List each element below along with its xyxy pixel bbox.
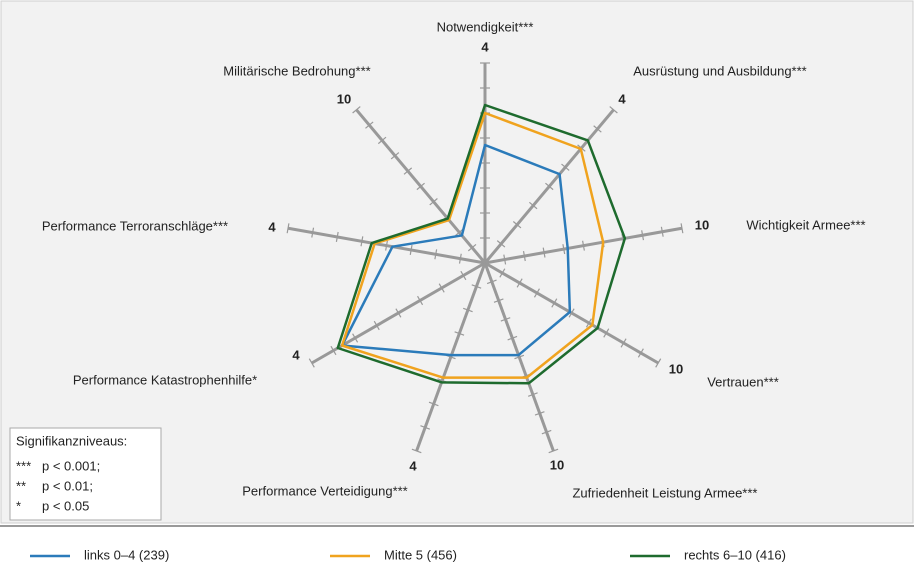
tick-mark (514, 354, 525, 360)
tick-mark (420, 425, 431, 430)
tick-mark (568, 308, 575, 318)
tick-mark (512, 221, 522, 229)
axis-max-label: 4 (292, 347, 300, 362)
tick-mark (429, 198, 438, 206)
tick-mark (516, 278, 523, 288)
tick-mark (455, 228, 464, 237)
tick-mark (403, 167, 413, 175)
tick-mark (545, 182, 554, 191)
tick-mark (562, 244, 566, 255)
tick-mark (409, 244, 413, 256)
tick-mark (680, 223, 684, 234)
axis-max-label: 10 (337, 91, 351, 106)
tick-mark (541, 429, 552, 435)
tick-mark (609, 106, 618, 114)
tick-mark (561, 163, 570, 171)
note-title: Signifikanzniveaus: (16, 433, 127, 448)
tick-mark (365, 121, 374, 129)
note-text: p < 0.01; (42, 478, 93, 493)
tick-mark (467, 244, 477, 252)
axis-label: Ausrüstung und Ausbildung*** (633, 63, 806, 78)
tick-mark (373, 320, 380, 331)
tick-mark (308, 358, 315, 368)
tick-mark (528, 201, 538, 210)
tick-mark (352, 333, 359, 343)
tick-mark (603, 328, 610, 338)
tick-mark (385, 240, 388, 251)
tick-mark (460, 270, 467, 281)
tick-mark (454, 331, 465, 336)
tick-mark (522, 251, 526, 262)
tick-mark (660, 226, 664, 237)
tick-mark (486, 279, 497, 285)
series-line (336, 103, 627, 385)
tick-mark (582, 240, 585, 251)
tick-mark (352, 106, 361, 114)
tick-mark (527, 392, 538, 397)
tick-mark (434, 249, 438, 260)
tick-mark (593, 125, 602, 133)
tick-mark (416, 182, 425, 191)
legend-label: rechts 6–10 (416) (684, 547, 786, 562)
tick-mark (311, 227, 315, 238)
tick-mark (428, 401, 439, 407)
axis-max-label: 4 (618, 91, 626, 106)
tick-mark (551, 298, 558, 308)
tick-mark (286, 223, 290, 234)
note-text: p < 0.001; (42, 458, 100, 473)
axis-label: Vertrauen*** (707, 374, 779, 389)
axis-label: Performance Terroranschläge*** (42, 218, 228, 233)
series-line (340, 143, 572, 357)
tick-mark (390, 152, 400, 160)
tick-mark (542, 247, 546, 258)
axis-label: Notwendigkeit*** (437, 19, 534, 34)
tick-mark (493, 298, 504, 303)
tick-mark (548, 448, 559, 454)
axis-label: Wichtigkeit Armee*** (746, 217, 865, 232)
tick-mark (637, 348, 644, 358)
note-stars: ** (16, 478, 26, 493)
tick-mark (499, 268, 506, 278)
tick-mark (458, 253, 462, 264)
tick-mark (471, 284, 482, 289)
tick-mark (507, 335, 518, 341)
tick-mark (655, 358, 662, 368)
axis-max-label: 10 (695, 217, 709, 232)
axis-max-label: 4 (409, 458, 417, 473)
tick-mark (641, 230, 645, 241)
tick-mark (533, 288, 540, 298)
axis-max-label: 10 (550, 457, 564, 472)
tick-mark (500, 317, 511, 322)
axis-max-label: 4 (268, 219, 276, 234)
note-stars: *** (16, 458, 31, 473)
tick-mark (462, 307, 473, 313)
tick-mark (503, 254, 507, 265)
legend-label: links 0–4 (239) (84, 547, 169, 562)
tick-mark (330, 345, 337, 356)
axis-max-label: 4 (481, 39, 489, 54)
axis-label: Performance Katastrophenhilfe* (73, 372, 257, 387)
tick-mark (585, 318, 592, 328)
tick-mark (411, 448, 422, 454)
axis-label: Performance Verteidigung*** (242, 483, 408, 498)
note-stars: * (16, 498, 21, 513)
tick-mark (377, 136, 387, 145)
note-text: p < 0.05 (42, 498, 89, 513)
tick-mark (534, 411, 545, 416)
axis-max-label: 10 (669, 361, 683, 376)
tick-mark (620, 338, 627, 348)
tick-mark (360, 236, 364, 247)
tick-mark (496, 240, 506, 248)
tick-mark (395, 308, 402, 318)
axis-label: Militärische Bedrohung*** (223, 63, 370, 78)
tick-mark (438, 283, 445, 293)
legend-label: Mitte 5 (456) (384, 547, 457, 562)
tick-mark (417, 295, 424, 306)
tick-mark (335, 231, 339, 242)
series-line (340, 111, 605, 379)
axis-label: Zufriedenheit Leistung Armee*** (572, 485, 757, 500)
note-box (9, 427, 162, 521)
